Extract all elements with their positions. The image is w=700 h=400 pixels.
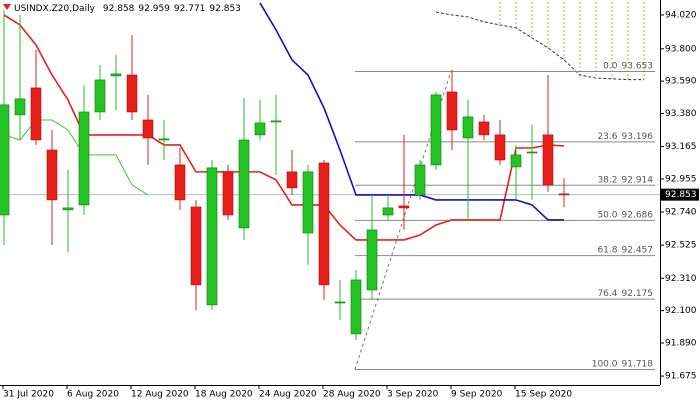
- indicator-icon: [3, 4, 11, 10]
- fib-ratio: 61.8: [597, 245, 617, 255]
- fib-price: 92.686: [622, 210, 654, 220]
- y-tick-label: 91.890: [665, 338, 697, 348]
- fib-ratio: 76.4: [597, 289, 617, 299]
- fib-label: 50.0 92.686: [597, 210, 653, 220]
- y-tick-label: 93.800: [665, 44, 697, 54]
- candle-body: [318, 162, 330, 286]
- indicator-line: [259, 2, 564, 221]
- x-tick-label: 6 Aug 2020: [67, 390, 119, 400]
- candle-body: [206, 167, 218, 306]
- fib-ratio: 50.0: [597, 210, 617, 220]
- candle-body: [94, 79, 106, 113]
- current-price-tag: [661, 188, 699, 201]
- candle-body: [446, 91, 458, 131]
- candle-body: [302, 171, 314, 234]
- fib-ratio: 100.0: [592, 359, 618, 369]
- x-tick-label: 28 Aug 2020: [323, 390, 381, 400]
- candle-body: [270, 120, 282, 123]
- fib-ratio: 38.2: [597, 175, 617, 185]
- y-tick-label: 93.590: [665, 77, 697, 87]
- candle-body: [174, 164, 186, 201]
- y-tick-label: 94.020: [665, 10, 697, 20]
- y-tick-label: 91.675: [665, 372, 697, 382]
- y-tick-label: 92.310: [665, 274, 697, 284]
- y-tick-label: 92.955: [665, 174, 697, 184]
- y-tick-label: 92.740: [665, 208, 697, 218]
- indicator-line: [3, 119, 149, 196]
- candle-body: [462, 116, 474, 139]
- fib-label: 100.0 91.718: [592, 359, 654, 369]
- candle-body: [158, 138, 170, 141]
- header-open: 92.858: [103, 4, 135, 14]
- y-tick-label: 92.525: [665, 241, 697, 251]
- candle-body: [350, 279, 362, 335]
- candle-body: [14, 98, 26, 116]
- fib-label: 0.0 93.653: [603, 61, 653, 71]
- candle-body: [62, 207, 74, 211]
- header-low: 92.771: [174, 4, 206, 14]
- candle-body: [222, 171, 234, 216]
- fib-price: 93.196: [622, 131, 654, 141]
- candle-body: [334, 301, 346, 304]
- plot-area: 0.0 93.653 23.6 93.196 38.2 92.914 50.0 92.686 6…: [0, 2, 660, 370]
- x-tick-label: 9 Sep 2020: [451, 390, 503, 400]
- fib-label: 76.4 92.175: [597, 289, 653, 299]
- fib-price: 91.718: [622, 359, 654, 369]
- candle-body: [286, 171, 298, 189]
- header-close: 92.853: [209, 4, 241, 14]
- chart-header: USINDX.Z20,Daily 92.858 92.959 92.771 92.853: [14, 4, 241, 14]
- candle-body: [430, 94, 442, 166]
- y-tick-label: 93.380: [665, 109, 697, 119]
- candle-body: [110, 73, 122, 77]
- candle-body: [254, 122, 266, 136]
- candle-body: [0, 104, 10, 216]
- candle-body: [382, 207, 394, 216]
- candle-body: [494, 134, 506, 161]
- symbol: USINDX.Z20,Daily: [14, 4, 96, 14]
- x-tick-label: 18 Aug 2020: [195, 390, 253, 400]
- candle-body: [190, 206, 202, 286]
- current-price-label: 92.853: [665, 190, 697, 200]
- cloud-edge: [435, 11, 644, 81]
- fib-price: 92.457: [622, 245, 654, 255]
- candle-body: [398, 205, 410, 209]
- indicator-line: [3, 14, 565, 241]
- candle-body: [558, 193, 570, 196]
- candle-body: [478, 121, 490, 136]
- fib-price: 92.914: [622, 175, 654, 185]
- fib-label: 61.8 92.457: [597, 245, 653, 255]
- fib-price: 93.653: [622, 61, 654, 71]
- fib-label: 38.2 92.914: [597, 175, 653, 185]
- candle-body: [78, 111, 90, 206]
- candle-body: [238, 139, 250, 229]
- fib-price: 92.175: [622, 289, 654, 299]
- fib-label: 23.6 93.196: [597, 131, 653, 141]
- fib-ratio: 23.6: [597, 131, 617, 141]
- fib-ratio: 0.0: [603, 61, 618, 71]
- candle-body: [414, 164, 426, 196]
- x-tick-label: 3 Sep 2020: [387, 390, 439, 400]
- candle-body: [526, 151, 538, 154]
- candle-body: [142, 119, 154, 139]
- candle-body: [126, 74, 138, 113]
- x-tick-label: 31 Jul 2020: [3, 390, 54, 400]
- candle-body: [542, 134, 554, 186]
- y-tick-label: 92.100: [665, 306, 697, 316]
- candle-body: [366, 229, 378, 291]
- x-tick-label: 12 Aug 2020: [131, 390, 189, 400]
- candle-body: [46, 149, 58, 201]
- x-tick-label: 15 Sep 2020: [515, 390, 572, 400]
- x-tick-label: 24 Aug 2020: [259, 390, 317, 400]
- y-tick-label: 93.165: [665, 142, 697, 152]
- header-high: 92.959: [138, 4, 170, 14]
- candle-body: [510, 154, 522, 168]
- candle-body: [30, 87, 42, 141]
